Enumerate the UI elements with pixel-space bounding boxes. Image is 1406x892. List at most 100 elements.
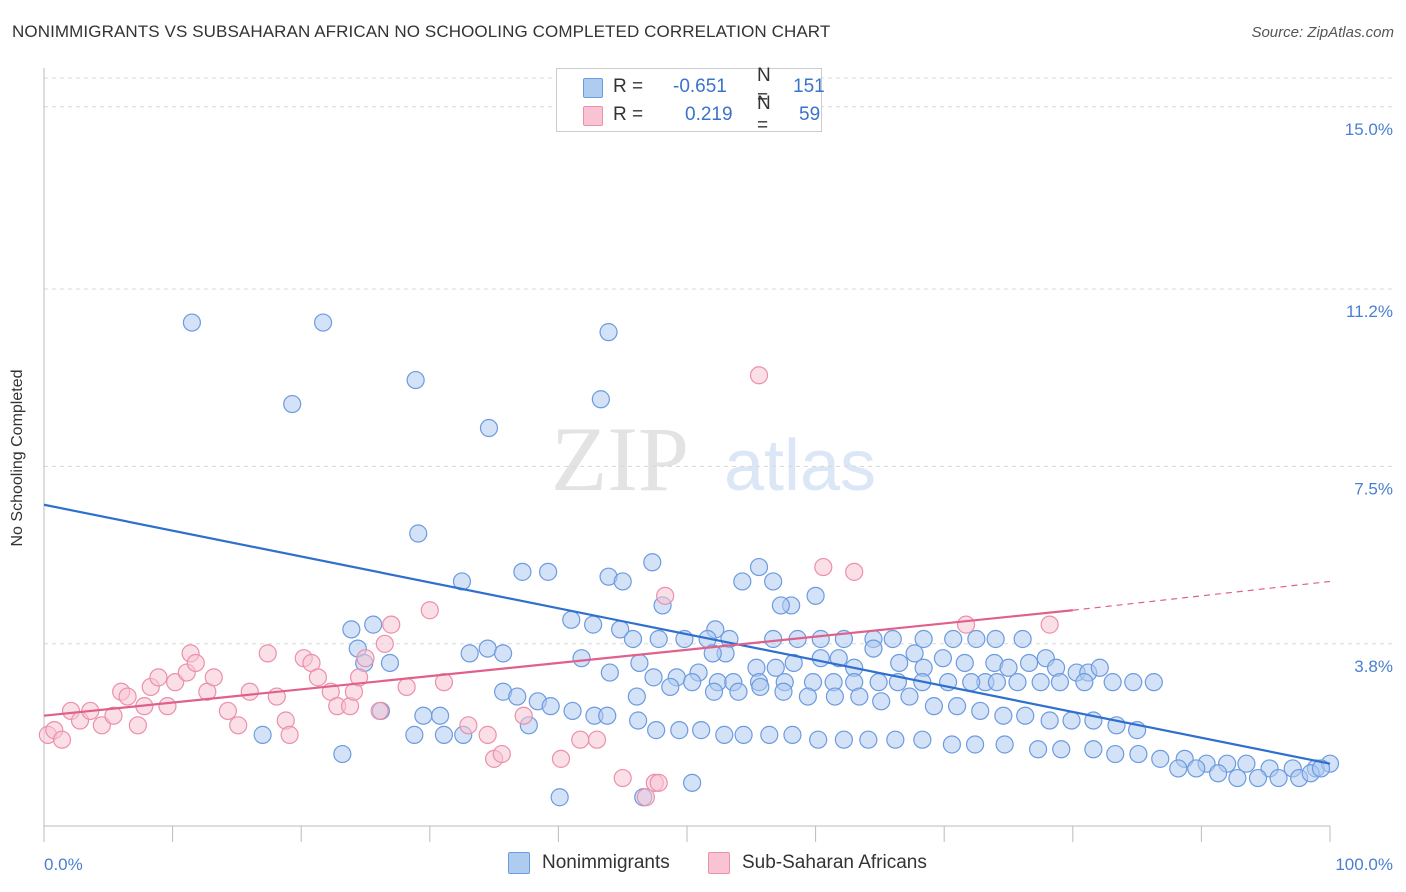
nonimmigrant-point [629, 711, 648, 730]
nonimmigrant-point [733, 572, 752, 591]
subsaharan-point [613, 768, 632, 788]
subsaharan-point [571, 730, 590, 749]
nonimmigrant-point [783, 725, 802, 744]
data-points [38, 313, 1340, 807]
nonimmigrant-point [829, 649, 848, 668]
subsaharan-point [656, 586, 675, 605]
nonimmigrant-point [253, 725, 272, 744]
nonimmigrant-point [729, 682, 748, 701]
subsaharan-point [158, 697, 177, 716]
nonimmigrant-point [513, 562, 532, 581]
nonimmigrant-point [811, 629, 830, 649]
subsaharan-point [52, 730, 72, 749]
nonimmigrant-point [333, 744, 352, 764]
nonimmigrant-point [1090, 658, 1109, 677]
nonimmigrant-point [460, 644, 479, 663]
correlation-legend: R = -0.651 N = 151 R = 0.219 N = 59 [556, 65, 825, 136]
subsaharan-point [397, 677, 416, 697]
nonimmigrant-point [1124, 673, 1143, 692]
nonimmigrant-point [933, 649, 953, 668]
nonimmigrant-point [380, 653, 400, 673]
nonimmigrant-point [764, 572, 783, 591]
nonimmigrant-point [774, 682, 793, 701]
nonimmigrant-point [430, 706, 450, 725]
subsaharan-point [382, 615, 401, 634]
trendline-subsaharan-extension [1072, 580, 1331, 611]
legend-label-subsaharan: Sub-Saharan Africans [742, 852, 927, 873]
nonimmigrant-point [771, 596, 790, 615]
nonimmigrant-point [1187, 759, 1206, 778]
subsaharan-point [420, 601, 439, 620]
nonimmigrant-point [342, 620, 361, 639]
y-tick-label: 11.2% [1346, 302, 1393, 321]
nonimmigrant-point [550, 788, 569, 807]
subsaharan-point [370, 701, 389, 721]
nonimmigrant-point [283, 394, 302, 414]
nonimmigrant-point [1013, 629, 1032, 649]
nonimmigrant-point [508, 687, 527, 706]
nonimmigrant-point [1237, 754, 1256, 773]
subsaharan-point [749, 366, 769, 385]
nonimmigrant-point [942, 735, 962, 754]
legend-r-value: -0.651 [673, 76, 727, 97]
nonimmigrant-point [811, 649, 830, 668]
nonimmigrant-point [900, 687, 919, 706]
nonimmigrant-point [434, 725, 454, 744]
nonimmigrant-point [1209, 764, 1228, 783]
nonimmigrant-point [1228, 768, 1247, 788]
nonimmigrant-point [414, 706, 433, 725]
subsaharan-point [1040, 615, 1059, 634]
subsaharan-point [218, 701, 237, 721]
nonimmigrant-point [1016, 706, 1035, 725]
nonimmigrant-point [924, 697, 944, 716]
nonimmigrant-point [914, 629, 933, 649]
watermark-zip: ZIP [551, 408, 689, 510]
nonimmigrant-point [749, 557, 769, 577]
nonimmigrant-point [572, 649, 591, 668]
nonimmigrant-point [834, 730, 853, 749]
nonimmigrant-point [987, 673, 1007, 692]
trendlines [43, 503, 1331, 765]
legend-r-value: 0.219 [685, 104, 733, 125]
nonimmigrant-point [1050, 673, 1070, 692]
legend-row-subsaharan: R = 0.219 N = 59 [583, 93, 820, 136]
nonimmigrant-point [764, 629, 783, 649]
subsaharan-point [128, 716, 147, 735]
nonimmigrant-point [1075, 673, 1094, 692]
nonimmigrant-point [598, 706, 617, 725]
nonimmigrant-point [704, 682, 724, 701]
subsaharan-point [118, 687, 137, 706]
nonimmigrant-point [913, 730, 932, 749]
axes [43, 68, 1331, 842]
nonimmigrant-point [541, 697, 560, 716]
subsaharan-point [587, 730, 607, 749]
legend-item-subsaharan: Sub-Saharan Africans [708, 852, 927, 874]
subsaharan-point [240, 682, 259, 701]
nonimmigrant-point [986, 629, 1005, 649]
subsaharan-point [308, 668, 328, 687]
nonimmigrant-point [1028, 740, 1048, 759]
nonimmigrant-point [766, 658, 785, 677]
nonimmigrant-point [539, 562, 558, 581]
subsaharan-point [845, 562, 864, 581]
nonimmigrant-point [644, 668, 663, 687]
subsaharan-point [258, 644, 277, 663]
subsaharan-point [204, 668, 223, 687]
watermark: ZIP atlas [551, 408, 876, 510]
nonimmigrant-point [784, 653, 803, 673]
subsaharan-point [186, 653, 205, 673]
nonimmigrant-point [1248, 768, 1268, 788]
nonimmigrant-point [751, 677, 770, 697]
nonimmigrant-point [478, 639, 497, 658]
nonimmigrant-point [1311, 759, 1331, 778]
nonimmigrant-point [1062, 711, 1081, 730]
nonimmigrant-point [955, 653, 974, 673]
nonimmigrant-point [962, 673, 981, 692]
nonimmigrant-point [995, 735, 1014, 754]
nonimmigrant-point [1106, 744, 1125, 764]
nonimmigrant-point [809, 730, 828, 749]
nonimmigrant-point [825, 687, 844, 706]
nonimmigrant-point [965, 735, 985, 754]
nonimmigrant-point [182, 313, 201, 332]
subsaharan-point [349, 668, 369, 687]
